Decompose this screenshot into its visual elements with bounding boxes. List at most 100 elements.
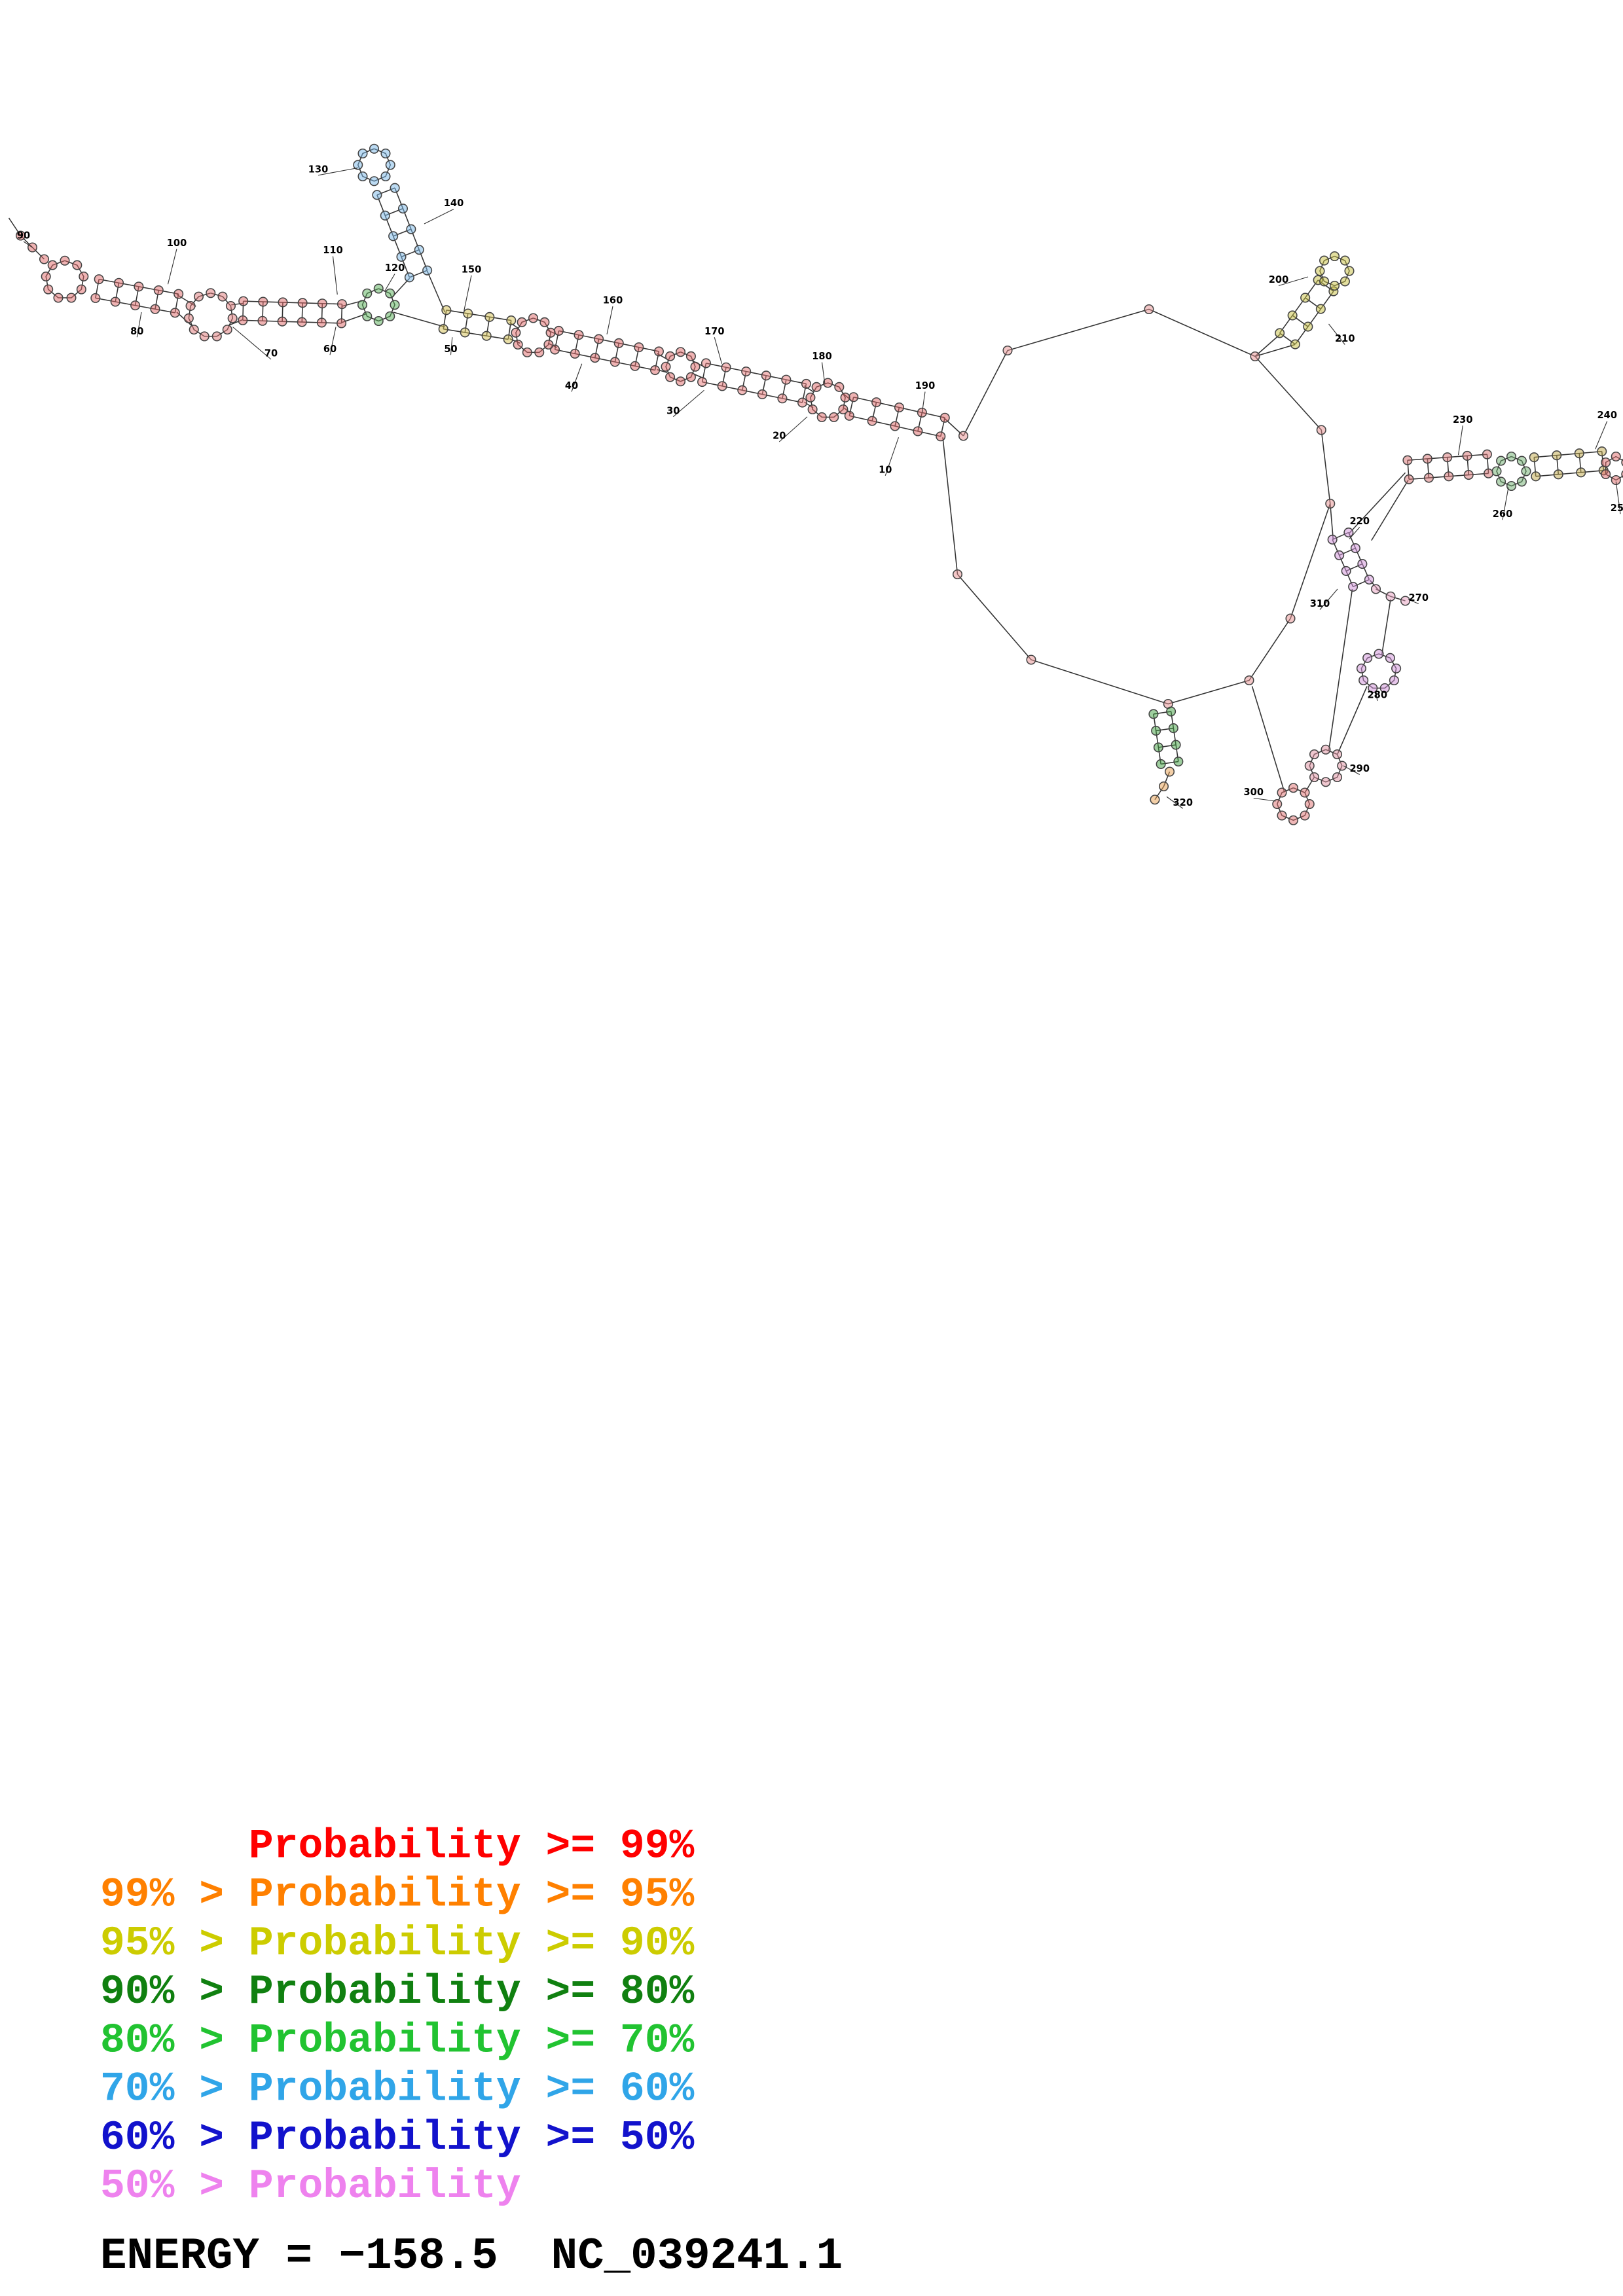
nucleotide-circle <box>534 347 545 357</box>
nucleotide-circle <box>1601 457 1611 468</box>
nucleotide-circle <box>373 315 384 327</box>
position-label: 210 <box>1335 333 1355 344</box>
nucleotide-circle <box>388 231 399 242</box>
helix-strand <box>1170 711 1179 762</box>
nucleotide-circle <box>1158 781 1169 792</box>
nucleotide-circle <box>665 351 676 361</box>
nucleotide-circle <box>114 278 124 288</box>
nucleotide-circle <box>297 317 307 327</box>
position-label: 320 <box>1173 797 1194 808</box>
nucleotide-circle <box>1153 742 1163 753</box>
nucleotide-circle <box>183 313 194 323</box>
nucleotide-circle <box>199 331 210 342</box>
nucleotide-circle <box>257 315 268 326</box>
nucleotide-circle <box>1370 584 1381 594</box>
label-leader-line <box>23 241 33 248</box>
nucleotide-circle <box>1329 280 1340 291</box>
position-label: 260 <box>1493 509 1513 520</box>
label-leader-line <box>1595 421 1608 450</box>
nucleotide-circle <box>153 285 164 296</box>
position-label: 60 <box>323 344 337 355</box>
nucleotide-circle <box>227 313 238 323</box>
nucleotide-circle <box>522 347 532 357</box>
nucleotide-circle <box>404 272 414 283</box>
nucleotide-circle <box>517 317 527 327</box>
nucleotide-circle <box>484 312 495 322</box>
label-leader-line <box>884 437 900 476</box>
label-leader-line <box>1319 588 1338 610</box>
nucleotide-circle <box>717 381 727 391</box>
nucleotide-circle <box>1332 772 1343 783</box>
nucleotide-circle <box>844 410 854 421</box>
nucleotide-circle <box>1357 559 1368 569</box>
nucleotide-circle <box>47 260 58 270</box>
nucleotide-circle <box>1144 304 1154 315</box>
position-label: 250 <box>1611 503 1623 514</box>
position-label: 40 <box>565 380 578 391</box>
nucleotide-circle <box>1321 744 1331 755</box>
nucleotide-circle <box>1300 810 1310 821</box>
nucleotide-circle <box>511 327 521 338</box>
nucleotide-circle <box>594 334 604 344</box>
nucleotide-circle <box>1391 663 1402 673</box>
position-label: 220 <box>1350 516 1370 527</box>
position-label: 140 <box>444 198 464 209</box>
nucleotide-circle <box>503 334 513 344</box>
legend-item: 50% > Probability <box>100 2164 521 2211</box>
legend-item: 70% > Probability >= 60% <box>100 2068 695 2113</box>
nucleotide-circle <box>1496 476 1506 487</box>
nucleotide-circle <box>390 183 400 193</box>
label-leader-line <box>1278 276 1309 287</box>
nucleotide-circle <box>1250 351 1260 362</box>
nucleotide-circle <box>72 260 82 270</box>
nucleotide-circle <box>353 160 363 170</box>
nucleotide-circle <box>867 416 877 426</box>
nucleotide-circle <box>380 210 390 221</box>
nucleotide-circle <box>690 361 701 372</box>
nucleotide-circle <box>1325 498 1336 509</box>
nucleotide-circle <box>737 385 748 395</box>
nucleotide-circle <box>94 274 104 285</box>
nucleotide-circle <box>1379 683 1390 693</box>
backbone-line <box>1381 599 1391 656</box>
position-label: 300 <box>1244 787 1264 798</box>
label-leader-line <box>1349 527 1360 539</box>
nucleotide-circle <box>1340 255 1350 266</box>
label-leader-line <box>332 256 338 295</box>
nucleotide-circle <box>661 361 671 372</box>
nucleotide-circle <box>15 230 26 241</box>
nucleotide-circle <box>834 382 845 392</box>
label-leader-line <box>450 337 453 355</box>
position-label: 200 <box>1269 274 1289 285</box>
nucleotide-circle <box>1309 749 1320 760</box>
position-label: 170 <box>704 326 725 337</box>
nucleotide-circle <box>189 325 199 335</box>
nucleotide-circle <box>380 148 391 159</box>
nucleotide-circle <box>1343 528 1354 538</box>
backbone-line <box>942 437 958 575</box>
nucleotide-circle <box>1277 787 1287 798</box>
legend-item: 95% > Probability >= 90% <box>100 1922 695 1967</box>
label-leader-line <box>606 306 613 334</box>
nucleotide-circle <box>422 265 433 276</box>
nucleotide-circle <box>1422 454 1432 464</box>
nucleotide-circle <box>1462 450 1472 461</box>
nucleotide-circle <box>1484 468 1494 478</box>
nucleotide-circle <box>278 297 288 308</box>
nucleotide-circle <box>1300 293 1311 303</box>
nucleotide-circle <box>506 315 517 326</box>
nucleotide-circle <box>1389 675 1399 686</box>
nucleotide-circle <box>777 393 788 404</box>
nucleotide-circle <box>441 305 452 315</box>
nucleotide-circle <box>1506 451 1517 462</box>
helix-strand <box>242 319 342 324</box>
nucleotide-circle <box>1290 339 1300 350</box>
label-leader-line <box>464 275 472 311</box>
label-leader-line <box>1502 487 1509 520</box>
nucleotide-circle <box>41 271 51 281</box>
nucleotide-circle <box>1319 255 1330 266</box>
backbone-line <box>1337 686 1368 755</box>
position-label: 230 <box>1453 414 1473 425</box>
label-leader-line <box>136 312 142 338</box>
nucleotide-circle <box>1574 448 1584 459</box>
